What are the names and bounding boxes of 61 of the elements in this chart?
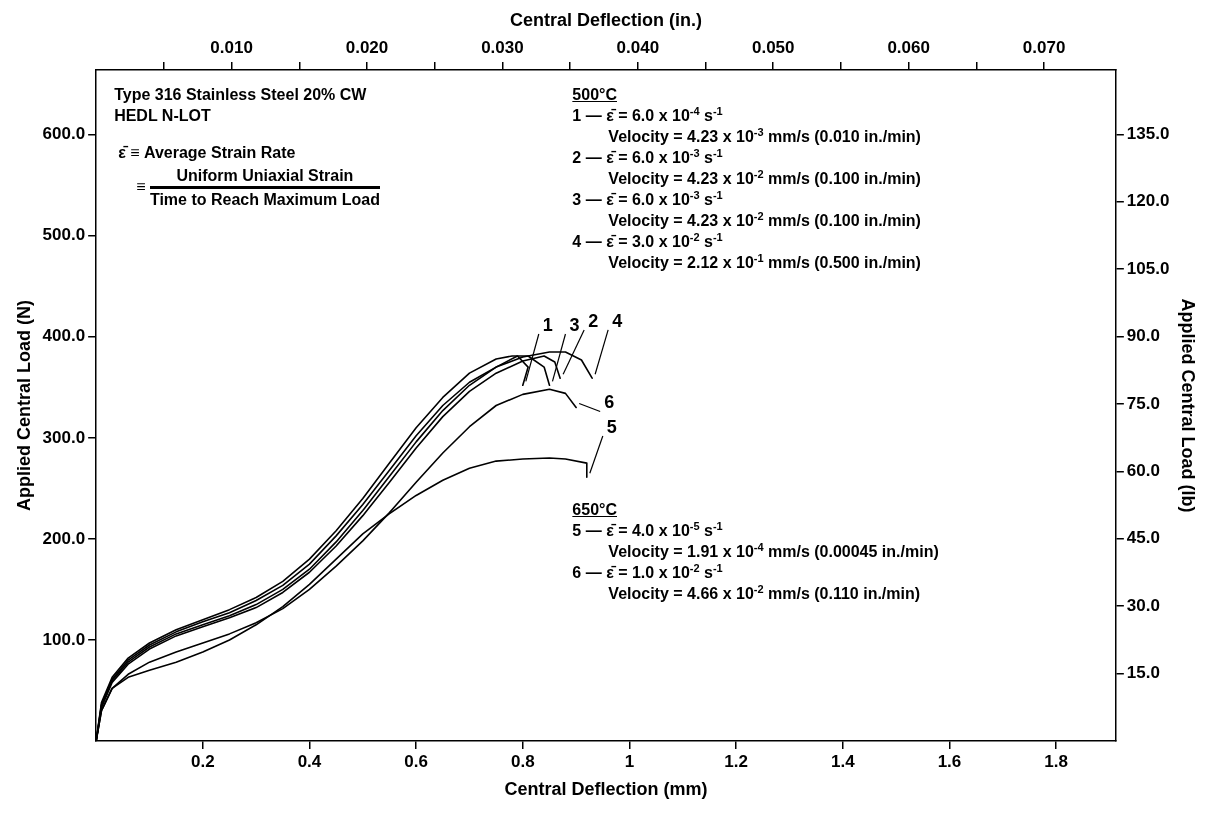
- annotation: 650°C: [572, 500, 618, 521]
- annotation: 1 — ε̄ = 6.0 x 10$^{-4}$ s$^{-1}$: [572, 104, 724, 126]
- annotation: ε̄ ≡ Average Strain Rate: [117, 143, 297, 163]
- y-tick-label: 300.0: [42, 427, 86, 447]
- y2-tick-label: 30.0: [1126, 595, 1160, 615]
- y-tick-label: 100.0: [42, 629, 86, 649]
- x2-tick-label: 0.070: [1022, 38, 1066, 58]
- y2-tick-label: 60.0: [1126, 461, 1160, 481]
- y-tick-label: 600.0: [42, 124, 86, 144]
- y2-tick-label: 45.0: [1126, 528, 1160, 548]
- y-axis-title: Applied Central Load (N): [13, 300, 34, 511]
- annotation: 5 — ε̄ = 4.0 x 10$^{-5}$ s$^{-1}$: [572, 520, 724, 542]
- text: 2: [588, 310, 599, 331]
- x-tick-label: 1.8: [1044, 751, 1068, 771]
- annotation: 500°C: [572, 85, 618, 105]
- y2-tick-label: 105.0: [1126, 258, 1170, 278]
- annotation: 6 — ε̄ = 1.0 x 10$^{-2}$ s$^{-1}$: [572, 562, 724, 584]
- x2-tick-label: 0.020: [345, 38, 389, 58]
- annotation: ≡: [136, 177, 146, 195]
- y2-tick-label: 120.0: [1126, 191, 1170, 211]
- x-axis-title: Central Deflection (mm): [504, 779, 708, 800]
- x2-tick-label: 0.030: [481, 38, 524, 58]
- legend-label: 6: [604, 392, 615, 413]
- x2-tick-label: 0.050: [751, 38, 795, 58]
- annotation: Velocity = 1.91 x 10$^{-4}$ mm/s (0.00045 in./min): [607, 541, 939, 563]
- x-tick-label: 0.4: [297, 751, 322, 771]
- annotation: HEDL N-LOT: [114, 106, 212, 126]
- series-label: 5: [606, 417, 617, 438]
- annotation: Velocity = 4.23 x 10$^{-2}$ mm/s (0.100 in./min): [607, 167, 921, 189]
- x2-axis-title: Central Deflection (in.): [509, 9, 703, 30]
- x2-tick-label: 0.060: [887, 38, 930, 58]
- annotation: 3 — ε̄ = 6.0 x 10$^{-3}$ s$^{-1}$: [572, 188, 724, 210]
- annotation: Type 316 Stainless Steel 20% CW: [114, 85, 368, 105]
- annotation: Velocity = 2.12 x 10$^{-1}$ mm/s (0.500 in./min): [607, 251, 921, 273]
- x-tick-label: 1.6: [937, 751, 962, 771]
- annotation: Uniform Uniaxial Strain: [149, 165, 380, 189]
- annotation: Time to Reach Maximum Load: [149, 190, 380, 210]
- y2-tick-label: 15.0: [1126, 663, 1160, 683]
- x-tick-label: 0.8: [510, 751, 535, 771]
- y2-axis-title: Applied Central Load (lb): [1178, 298, 1199, 513]
- y-tick-label: 200.0: [42, 528, 86, 548]
- series-label: 1: [542, 314, 553, 335]
- text: 4: [612, 310, 623, 331]
- x2-tick-label: 0.010: [210, 38, 253, 58]
- annotation: 4 — ε̄ = 3.0 x 10$^{-2}$ s$^{-1}$: [572, 230, 724, 252]
- x-tick-label: 1: [624, 751, 635, 771]
- annotation: Velocity = 4.23 x 10$^{-2}$ mm/s (0.100 in./min): [607, 209, 921, 231]
- x-tick-label: 0.2: [190, 751, 215, 771]
- x2-tick-label: 0.040: [616, 38, 660, 58]
- y2-tick-label: 75.0: [1126, 393, 1160, 413]
- annotation: Velocity = 4.23 x 10$^{-3}$ mm/s (0.010 in./min): [607, 125, 921, 147]
- annotation: Velocity = 4.66 x 10$^{-2}$ mm/s (0.110 in./min): [607, 583, 922, 605]
- y2-tick-label: 135.0: [1126, 123, 1170, 143]
- y-tick-label: 500.0: [42, 225, 86, 245]
- annotation: 2 — ε̄ = 6.0 x 10$^{-3}$ s$^{-1}$: [572, 146, 724, 168]
- x-tick-label: 1.4: [830, 751, 856, 771]
- y-tick-label: 400.0: [42, 326, 86, 346]
- x-tick-label: 1.2: [724, 751, 748, 771]
- x-tick-label: 0.6: [404, 751, 428, 771]
- y2-tick-label: 90.0: [1126, 326, 1160, 346]
- text: 3: [569, 314, 580, 335]
